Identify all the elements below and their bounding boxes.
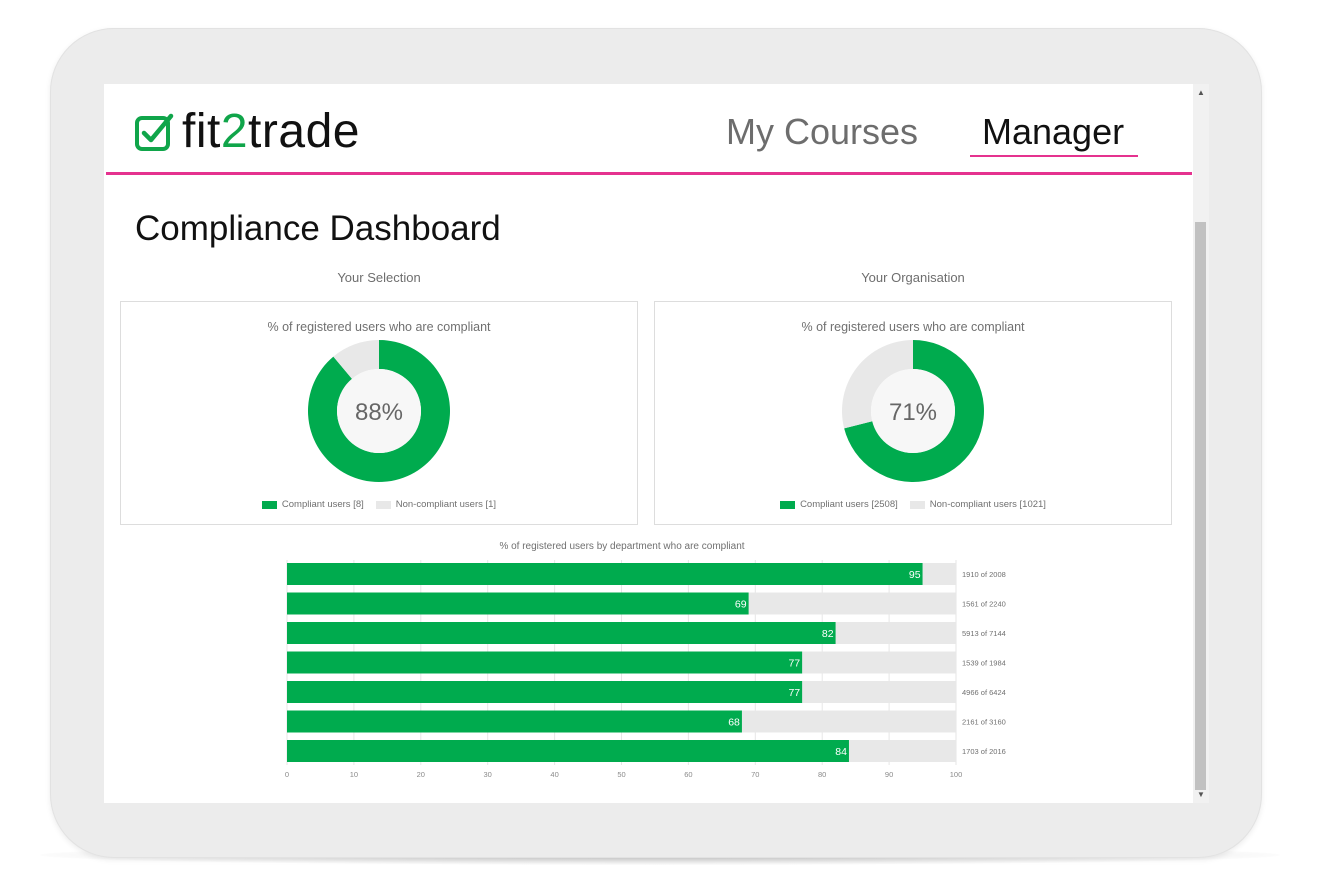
triangle-down-icon[interactable]: ▼ xyxy=(1197,790,1205,799)
x-tick-label: 0 xyxy=(285,770,289,779)
legend-item-non-compliant[interactable]: Non-compliant users [1] xyxy=(375,499,497,510)
donut-slice-non-compliant xyxy=(333,340,379,379)
bar-count-label: 2161 of 3160 xyxy=(962,718,1006,727)
active-nav-underline xyxy=(970,155,1138,157)
brand-prefix: fit xyxy=(182,105,221,158)
bar-value-label: 95 xyxy=(909,569,921,581)
bar-value-label: 84 xyxy=(835,746,847,758)
donut-center-value: 88% xyxy=(355,399,403,426)
checkbox-check-icon xyxy=(135,113,174,151)
department-chart-title: % of registered users by department who … xyxy=(499,541,745,552)
legend-item-compliant[interactable]: Compliant users [8] xyxy=(261,499,364,510)
x-tick-label: 60 xyxy=(684,770,692,779)
department-bar[interactable] xyxy=(287,740,849,762)
department-bar[interactable] xyxy=(287,563,923,585)
department-bar[interactable] xyxy=(287,710,742,733)
department-bar[interactable] xyxy=(287,651,803,674)
vertical-scrollbar[interactable]: ▲ ▼ xyxy=(1193,84,1209,803)
legend-label: Non-compliant users [1] xyxy=(395,499,497,510)
legend-label: Compliant users [8] xyxy=(281,499,364,510)
organisation-compliance-card: % of registered users who are compliant … xyxy=(654,301,1172,525)
bar-value-label: 68 xyxy=(728,717,740,729)
donut-slice-compliant xyxy=(308,340,450,482)
department-bar[interactable] xyxy=(287,681,803,703)
bar-value-label: 82 xyxy=(822,628,834,640)
selection-donut-chart: 88% xyxy=(308,340,450,482)
card-title: % of registered users who are compliant xyxy=(801,320,1025,334)
brand-logo[interactable]: fit2trade xyxy=(134,106,360,158)
department-bar[interactable] xyxy=(287,592,749,615)
legend-label: Non-compliant users [1021] xyxy=(929,499,1046,510)
bar-value-label: 77 xyxy=(788,687,800,699)
bar-count-label: 1539 of 1984 xyxy=(962,659,1006,668)
donut-slice-non-compliant xyxy=(842,340,913,429)
bar-value-label: 77 xyxy=(788,658,800,670)
legend-label: Compliant users [2508] xyxy=(800,499,898,510)
x-tick-label: 90 xyxy=(885,770,893,779)
legend-item-compliant[interactable]: Compliant users [2508] xyxy=(780,499,898,510)
nav-manager[interactable]: Manager xyxy=(982,111,1125,152)
header-divider xyxy=(106,172,1192,175)
x-tick-label: 80 xyxy=(818,770,826,779)
brand-name: fit2trade xyxy=(182,106,360,158)
bar-value-label: 69 xyxy=(735,599,747,611)
page-title: Compliance Dashboard xyxy=(135,209,501,248)
card-title: % of registered users who are compliant xyxy=(267,320,491,334)
app-screen: fit2trade My Courses Manager Compliance … xyxy=(104,84,1209,803)
donut-slice-compliant xyxy=(844,340,984,482)
chart-legend: Compliant users [8] Non-compliant users … xyxy=(121,499,637,510)
bar-count-label: 1561 of 2240 xyxy=(962,600,1006,609)
bar-count-label: 4966 of 6424 xyxy=(962,688,1006,697)
bar-count-label: 1703 of 2016 xyxy=(962,747,1006,756)
donut-hole xyxy=(337,369,421,453)
legend-swatch xyxy=(261,500,277,509)
bar-count-label: 1910 of 2008 xyxy=(962,570,1006,579)
your-selection-label: Your Selection xyxy=(337,270,421,285)
brand-highlight: 2 xyxy=(220,105,249,158)
x-tick-label: 20 xyxy=(417,770,425,779)
x-tick-label: 30 xyxy=(484,770,492,779)
legend-swatch xyxy=(780,500,796,509)
organisation-donut-chart: 71% xyxy=(842,340,984,482)
selection-compliance-card: % of registered users who are compliant … xyxy=(120,301,638,525)
your-organisation-label: Your Organisation xyxy=(861,270,965,285)
donut-hole xyxy=(871,369,955,453)
triangle-up-icon[interactable]: ▲ xyxy=(1197,88,1205,97)
x-tick-label: 100 xyxy=(950,770,963,779)
x-tick-label: 10 xyxy=(350,770,358,779)
x-tick-label: 70 xyxy=(751,770,759,779)
department-bar-chart: 95 1910 of 2008 69 1561 of 2240 82 5913 of 71… xyxy=(285,560,1006,779)
legend-item-non-compliant[interactable]: Non-compliant users [1021] xyxy=(909,499,1046,510)
department-bar[interactable] xyxy=(287,622,836,644)
brand-suffix: trade xyxy=(248,105,360,158)
donut-center-value: 71% xyxy=(889,399,937,426)
nav-my-courses[interactable]: My Courses xyxy=(726,111,919,152)
x-tick-label: 40 xyxy=(550,770,558,779)
chart-legend: Compliant users [2508] Non-compliant use… xyxy=(655,499,1171,510)
bar-count-label: 5913 of 7144 xyxy=(962,629,1006,638)
scrollbar-thumb[interactable] xyxy=(1195,222,1206,790)
legend-swatch xyxy=(909,500,925,509)
legend-swatch xyxy=(375,500,391,509)
x-tick-label: 50 xyxy=(617,770,625,779)
